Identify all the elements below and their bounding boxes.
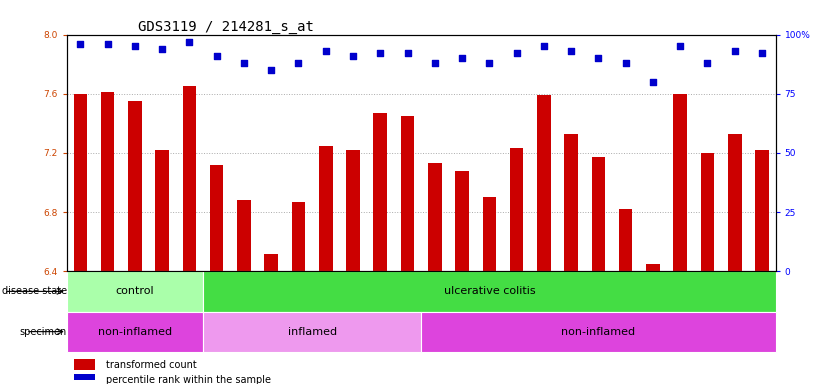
Bar [510,149,524,271]
Bar [319,146,333,271]
Bar [728,134,741,271]
Text: inflamed: inflamed [288,327,337,337]
Point [319,48,333,54]
Point [128,43,142,50]
Bar [374,113,387,271]
Text: transformed count: transformed count [106,359,197,369]
Bar [128,101,142,271]
Point [646,79,660,85]
Text: specimen: specimen [19,327,67,337]
Point [756,50,769,56]
Bar [203,311,421,352]
Point [237,60,250,66]
Bar [101,92,114,271]
Bar [73,359,95,370]
Bar [591,157,605,271]
Point [155,46,168,52]
Bar [673,94,687,271]
Bar [73,94,88,271]
Text: control: control [116,286,154,296]
Bar [646,264,660,271]
Bar [292,202,305,271]
Point [101,41,114,47]
Point [537,43,550,50]
Bar [155,150,169,271]
Text: non-inflamed: non-inflamed [561,327,636,337]
Point [565,48,578,54]
Point [401,50,414,56]
Bar [67,311,203,352]
Bar [400,116,414,271]
Point [183,38,196,45]
Text: GDS3119 / 214281_s_at: GDS3119 / 214281_s_at [138,20,314,33]
Point [701,60,714,66]
Bar [755,150,769,271]
Bar [183,86,196,271]
Bar [483,197,496,271]
Point [346,53,359,59]
Bar [455,170,469,271]
Point [455,55,469,61]
Point [292,60,305,66]
Bar [210,165,224,271]
Point [591,55,605,61]
Bar [428,163,442,271]
Bar [264,253,278,271]
Text: ulcerative colitis: ulcerative colitis [444,286,535,296]
Point [428,60,441,66]
Bar [203,271,776,311]
Point [510,50,523,56]
Point [483,60,496,66]
Bar [701,153,714,271]
Point [73,41,87,47]
Point [210,53,224,59]
Point [264,67,278,73]
Bar [346,150,359,271]
Bar [67,271,203,311]
Point [619,60,632,66]
Text: disease state: disease state [2,286,67,296]
Bar [73,374,95,384]
Text: non-inflamed: non-inflamed [98,327,172,337]
Point [728,48,741,54]
Bar [619,209,632,271]
Bar [237,200,251,271]
Bar [565,134,578,271]
Point [674,43,687,50]
Bar [421,311,776,352]
Text: percentile rank within the sample: percentile rank within the sample [106,375,271,384]
Point [374,50,387,56]
Bar [537,95,550,271]
